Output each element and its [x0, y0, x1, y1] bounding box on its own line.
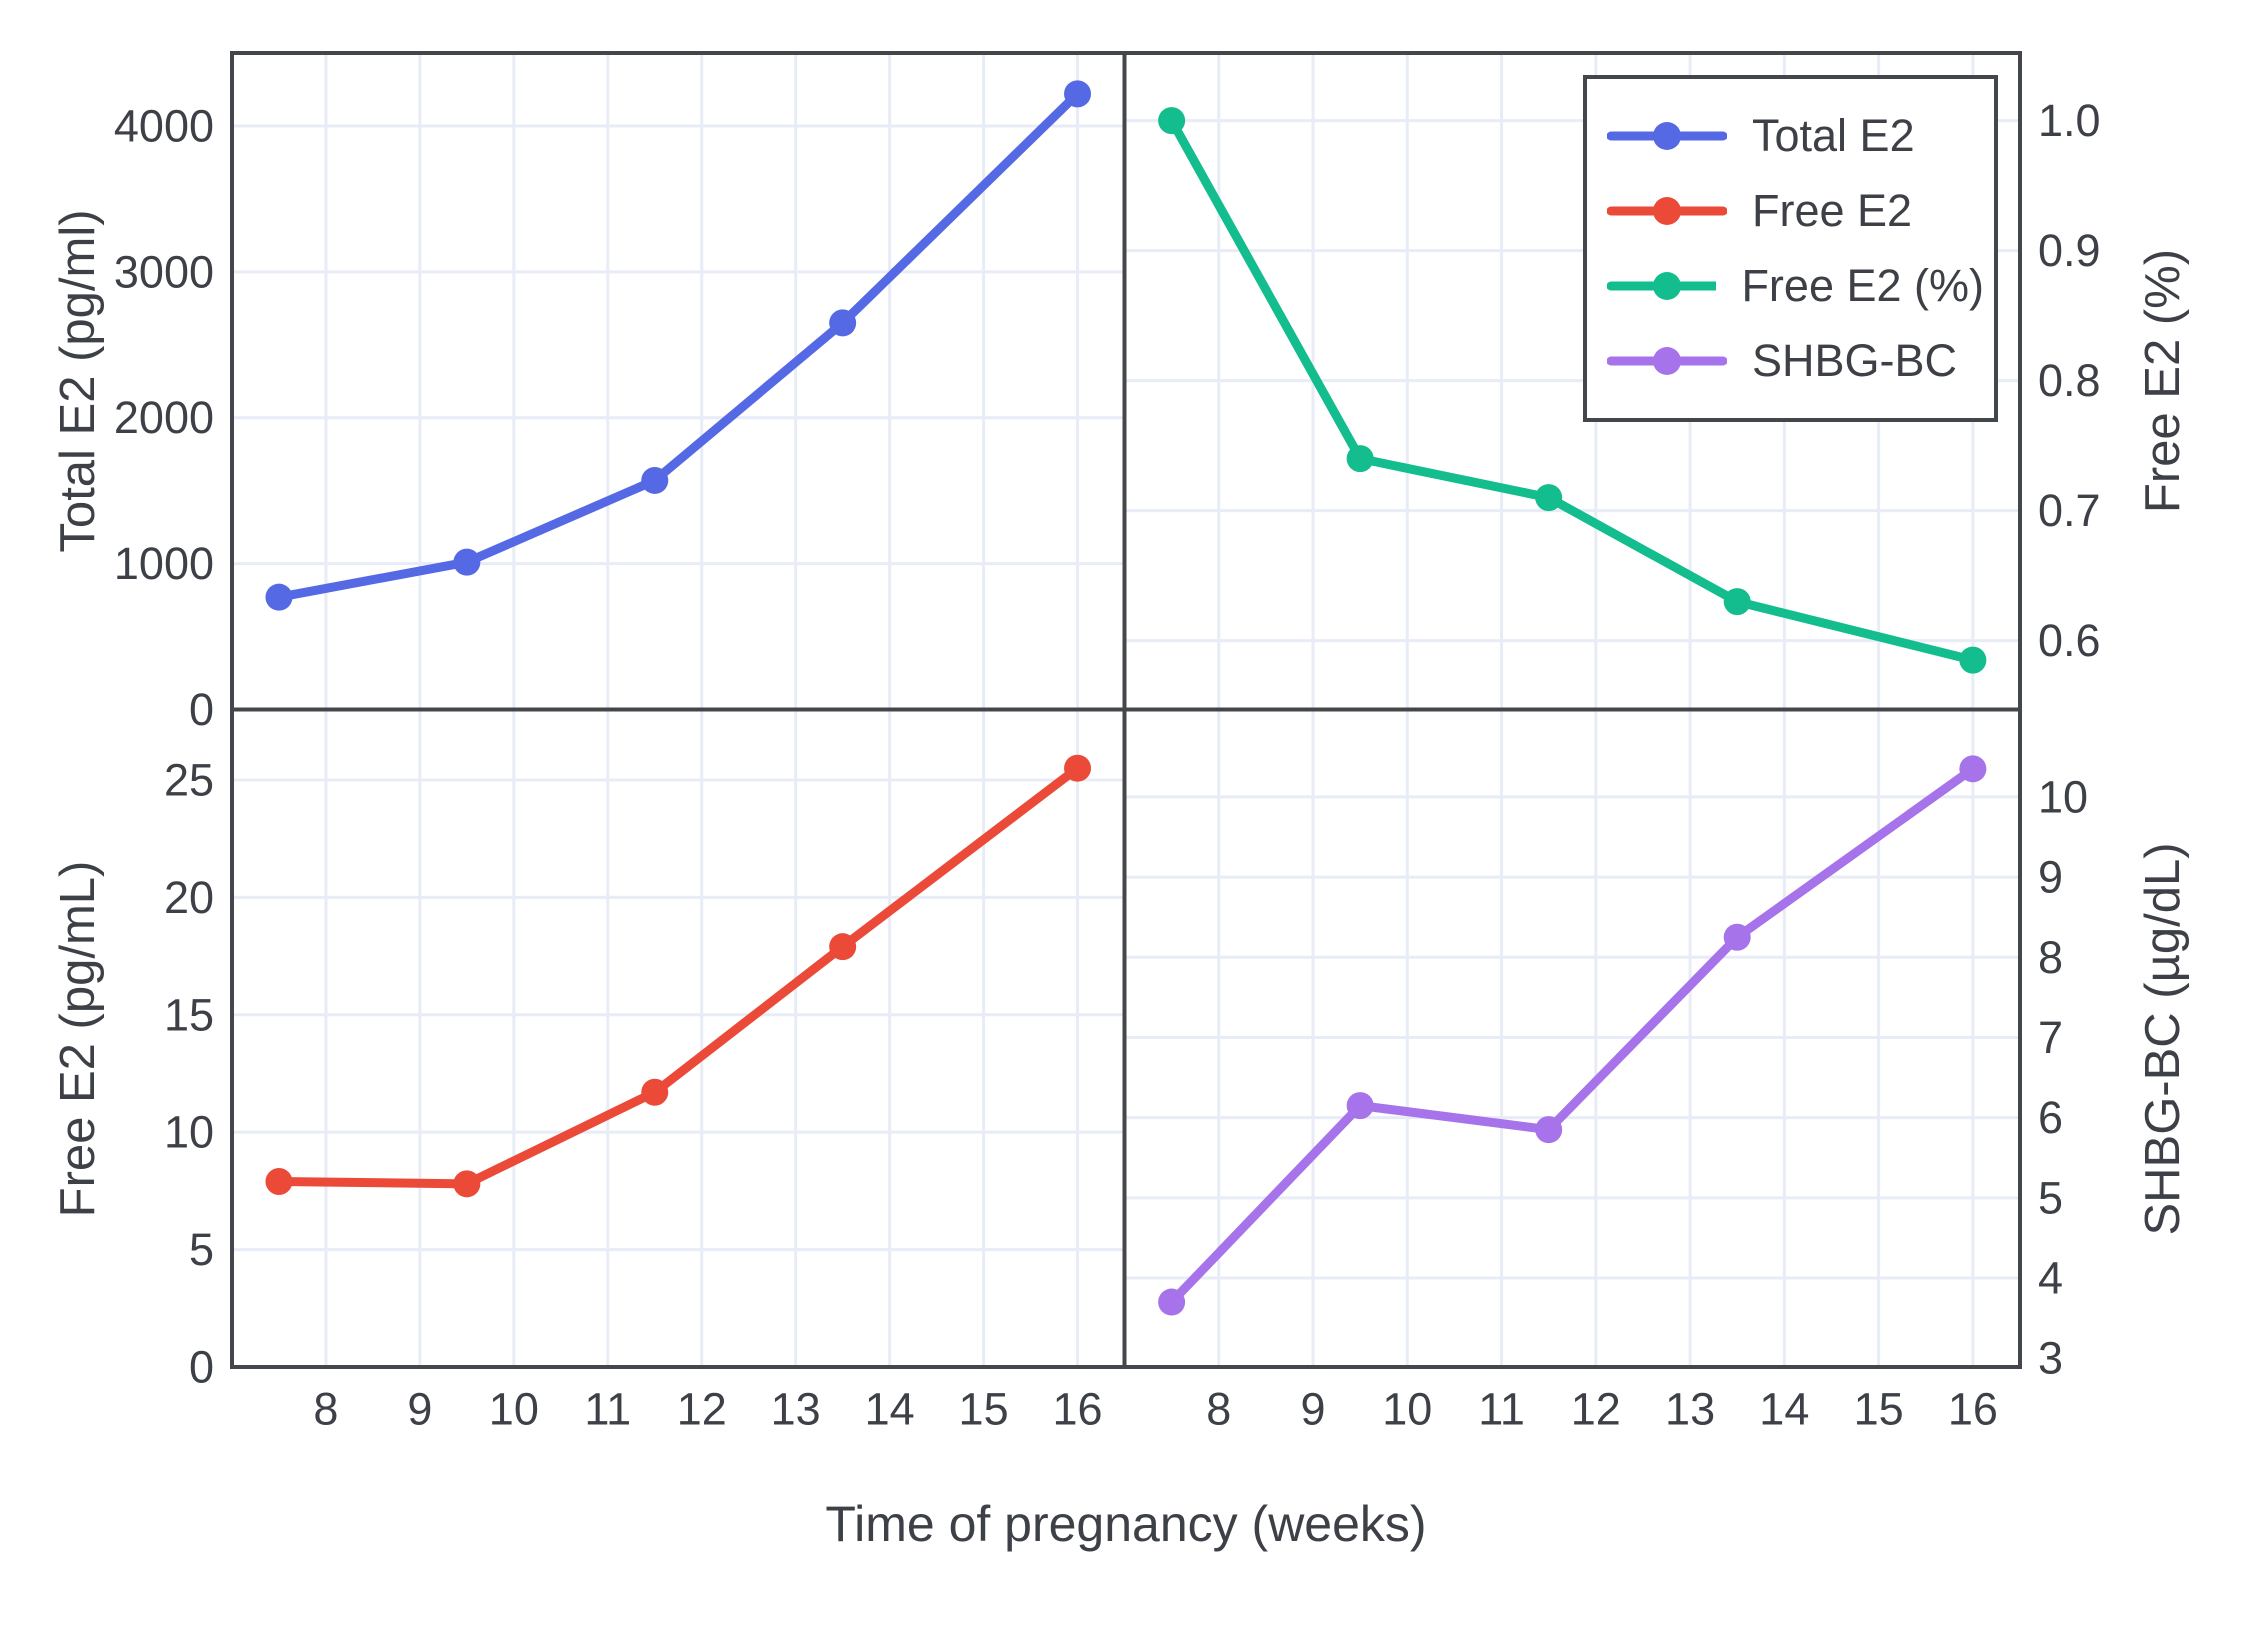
x-tick-label: 11 [584, 1384, 631, 1435]
y-tick-label-shbg-bc: 3 [2038, 1333, 2063, 1384]
y-tick-label-total-e2: 2000 [114, 392, 214, 443]
y-tick-label-shbg-bc: 5 [2038, 1172, 2063, 1223]
x-tick-label: 10 [1382, 1384, 1432, 1435]
data-point-total-e2 [265, 583, 293, 611]
series-line-free-e2 [274, 763, 1083, 1189]
y-tick-label-shbg-bc: 7 [2038, 1012, 2063, 1063]
x-tick-label: 12 [677, 1384, 727, 1435]
data-point-total-e2 [453, 548, 481, 576]
x-tick-label: 15 [959, 1384, 1009, 1435]
data-point-free-e2-pct [1959, 646, 1987, 674]
data-point-free-e2 [1064, 754, 1092, 782]
x-tick-label: 9 [407, 1384, 432, 1435]
y-tick-label-total-e2: 4000 [114, 100, 214, 151]
data-point-free-e2 [829, 933, 857, 961]
data-point-free-e2-pct [1346, 445, 1374, 473]
y-tick-label-free-e2: 25 [164, 754, 214, 805]
x-tick-label: 14 [1759, 1384, 1809, 1435]
y-tick-label-free-e2-pct: 0.7 [2038, 485, 2101, 536]
legend-item-total-e2: Total E2 [1607, 110, 1984, 162]
y-tick-label-free-e2-pct: 0.9 [2038, 225, 2101, 276]
x-axis-title: Time of pregnancy (weeks) [825, 1496, 1427, 1552]
legend-swatch-icon [1607, 122, 1727, 150]
y-axis-title-shbg-bc: SHBG-BC (µg/dL) [2136, 842, 2190, 1236]
series-line-shbg-bc [1167, 764, 1978, 1307]
legend-label-total-e2: Total E2 [1752, 110, 1915, 161]
data-point-shbg-bc [1723, 923, 1751, 951]
x-tick-label: 11 [1478, 1384, 1525, 1435]
legend-item-shbg-bc: SHBG-BC [1607, 335, 1984, 387]
y-tick-label-free-e2-pct: 1.0 [2038, 95, 2101, 146]
y-tick-label-shbg-bc: 4 [2038, 1252, 2063, 1303]
y-tick-label-shbg-bc: 9 [2038, 852, 2063, 903]
y-tick-label-free-e2-pct: 0.8 [2038, 355, 2101, 406]
legend-item-free-e2-pct: Free E2 (%) [1607, 260, 1984, 312]
y-tick-label-free-e2: 5 [189, 1224, 214, 1275]
y-tick-label-free-e2: 15 [164, 989, 214, 1040]
x-tick-label: 9 [1301, 1384, 1326, 1435]
x-tick-label: 13 [771, 1384, 821, 1435]
y-axis-title-free-e2-pct: Free E2 (%) [2136, 248, 2190, 514]
data-point-free-e2 [453, 1170, 481, 1198]
x-tick-label: 15 [1854, 1384, 1904, 1435]
data-point-free-e2-pct [1723, 588, 1751, 616]
x-tick-label: 13 [1665, 1384, 1715, 1435]
legend-label-shbg-bc: SHBG-BC [1752, 335, 1958, 386]
y-axis-title-free-e2: Free E2 (pg/mL) [51, 860, 105, 1218]
y-tick-label-shbg-bc: 10 [2038, 771, 2088, 822]
data-point-total-e2 [641, 466, 669, 494]
data-point-shbg-bc [1346, 1092, 1374, 1120]
legend-swatch-icon [1607, 197, 1727, 225]
y-tick-label-free-e2: 10 [164, 1107, 214, 1158]
y-tick-label-shbg-bc: 6 [2038, 1092, 2063, 1143]
y-tick-label-shbg-bc: 8 [2038, 932, 2063, 983]
data-point-free-e2-pct [1535, 484, 1563, 512]
x-tick-label: 12 [1571, 1384, 1621, 1435]
x-tick-label: 8 [1206, 1384, 1231, 1435]
legend-swatch-icon [1607, 347, 1727, 375]
legend-item-free-e2: Free E2 [1607, 185, 1984, 237]
y-tick-label-free-e2: 20 [164, 872, 214, 923]
legend-label-free-e2-pct: Free E2 (%) [1741, 260, 1984, 311]
legend-swatch-icon [1607, 272, 1717, 300]
data-point-shbg-bc [1959, 755, 1987, 783]
x-tick-label: 16 [1052, 1384, 1102, 1435]
y-tick-label-free-e2-pct: 0.6 [2038, 615, 2101, 666]
data-point-free-e2-pct [1158, 107, 1186, 135]
data-point-total-e2 [829, 309, 857, 337]
y-axis-title-total-e2: Total E2 (pg/ml) [51, 209, 105, 553]
series-line-total-e2 [274, 89, 1083, 602]
x-tick-label: 8 [313, 1384, 338, 1435]
data-point-total-e2 [1064, 80, 1092, 108]
data-point-shbg-bc [1535, 1116, 1563, 1144]
y-tick-label-free-e2: 0 [189, 1342, 214, 1393]
data-point-free-e2 [265, 1167, 293, 1195]
y-tick-label-total-e2: 1000 [114, 538, 214, 589]
y-tick-label-total-e2: 3000 [114, 246, 214, 297]
legend: Total E2 Free E2 Free E2 (%) SHBG-BC [1583, 75, 1998, 422]
legend-label-free-e2: Free E2 [1752, 185, 1913, 236]
x-tick-label: 16 [1948, 1384, 1998, 1435]
x-tick-label: 14 [865, 1384, 915, 1435]
data-point-shbg-bc [1158, 1288, 1186, 1316]
x-tick-label: 10 [489, 1384, 539, 1435]
y-tick-label-total-e2: 0 [189, 684, 214, 735]
data-point-free-e2 [641, 1078, 669, 1106]
